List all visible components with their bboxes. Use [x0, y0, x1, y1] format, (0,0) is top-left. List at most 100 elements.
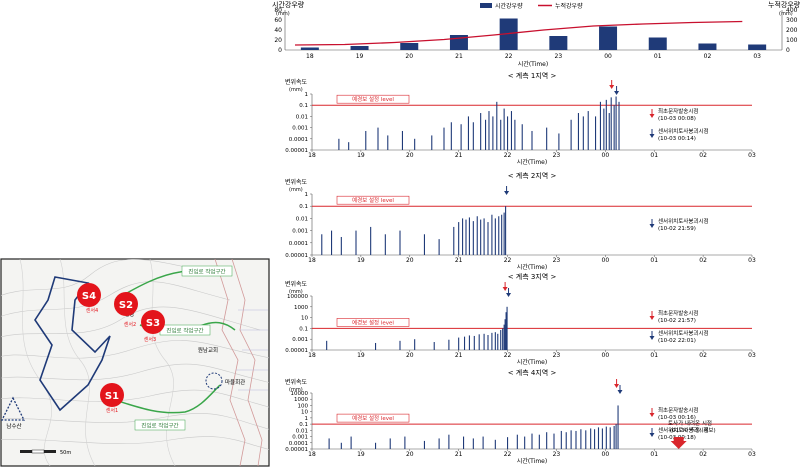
- svg-text:최초문자발송시점: 최초문자발송시점: [658, 309, 698, 317]
- panel-threshold-label: 예경보 설정 level: [336, 195, 410, 205]
- panel-x-tick: 23: [553, 152, 561, 159]
- panel-x-tick: 23: [553, 352, 561, 359]
- svg-text:센서위치토사붕괴시점: 센서위치토사붕괴시점: [658, 217, 709, 225]
- panel-y-tick: 0.00001: [285, 253, 308, 259]
- panel-xlabel: 시간(Time): [517, 358, 547, 366]
- panel-y-tick: 100: [298, 403, 309, 409]
- panel-xlabel: 시간(Time): [517, 158, 547, 166]
- map-place-church: 원남교회: [198, 346, 218, 354]
- displacement-panels: < 계측 1지역 >변위속도(mm)0.000010.00010.0010.01…: [285, 71, 756, 465]
- svg-text:최초문자발송시점: 최초문자발송시점: [658, 406, 698, 414]
- svg-text:센서위치토사붕괴시점: 센서위치토사붕괴시점: [658, 329, 709, 337]
- map-sensor-s2: S2 센서2: [114, 292, 138, 328]
- rain-right-tick: 200: [786, 27, 798, 34]
- panel-x-tick: 21: [455, 352, 463, 359]
- panel-spikes: [326, 306, 508, 350]
- svg-text:S4: S4: [82, 291, 96, 302]
- panel-x-tick: 00: [602, 352, 610, 359]
- panel-y-tick: 1000: [294, 397, 308, 403]
- panel-y-tick: 1: [305, 92, 309, 98]
- rain-left-ticks: 0 20 40 60 80: [274, 7, 282, 54]
- panel-y-tick: 0.1: [299, 422, 308, 428]
- rain-left-ylabel: 시간강우량: [272, 0, 305, 9]
- panel-y-tick: 0.0001: [289, 137, 308, 143]
- svg-text:(01:30 추정, 제보): (01:30 추정, 제보): [670, 426, 716, 434]
- panel-spikes: [338, 96, 620, 150]
- map-boundary: [34, 276, 111, 412]
- map-scale-bar: 50m: [20, 449, 71, 456]
- rain-x-tick: 00: [604, 53, 612, 60]
- rain-right-ylabel-unit: (mm): [779, 11, 793, 17]
- rain-x-tick: 03: [753, 53, 761, 60]
- panel-ylabel: 변위속도: [285, 78, 308, 86]
- svg-text:50m: 50m: [60, 450, 71, 456]
- panel-x-tick: 01: [650, 352, 658, 359]
- panel-ylabel: 변위속도: [285, 178, 308, 186]
- rain-x-tick: 02: [704, 53, 712, 60]
- panel-y-tick: 100000: [287, 294, 308, 300]
- svg-text:진입로 작업구간: 진입로 작업구간: [166, 327, 203, 335]
- panel-note-sensor: 센서위치토사붕괴시점(10-02 22:01): [649, 329, 709, 344]
- panel-alarm-arrow: [614, 379, 620, 388]
- panel-ylabel: 변위속도: [285, 280, 308, 288]
- svg-text:(10-02 21:59): (10-02 21:59): [658, 226, 696, 232]
- panel-sensor-arrow: [614, 86, 620, 95]
- rain-left-tick: 80: [274, 7, 282, 14]
- map-route-label-bottom: 진입로 작업구간: [134, 419, 186, 431]
- svg-text:(10-03 00:14): (10-03 00:14): [658, 136, 696, 142]
- rain-left-tick: 60: [274, 17, 282, 24]
- panel-y-tick: 0.1: [299, 326, 308, 332]
- panel-y-tick: 0.1: [299, 204, 308, 210]
- svg-text:예경보 설정 level: 예경보 설정 level: [352, 318, 394, 326]
- panel-x-tick: 02: [699, 352, 707, 359]
- map-place-peak: 남수산: [6, 422, 21, 430]
- panel-x-tick: 22: [504, 451, 512, 458]
- rain-legend-line-label: 누적강우량: [555, 2, 583, 10]
- svg-text:S2: S2: [119, 300, 133, 311]
- rain-left-tick: 0: [278, 47, 282, 54]
- panel-ylabel-unit: (mm): [289, 289, 303, 295]
- panel-x-tick: 03: [748, 451, 756, 458]
- panel-threshold-label: 예경보 설정 level: [336, 318, 410, 327]
- panel-x-tick: 23: [553, 257, 561, 264]
- rain-bar: [648, 37, 667, 50]
- panel-x-tick: 01: [650, 257, 658, 264]
- panel-y-tick: 0.01: [296, 216, 308, 222]
- panel-x-tick: 02: [699, 451, 707, 458]
- svg-text:센서1: 센서1: [106, 407, 118, 414]
- panel-x-tick: 02: [699, 257, 707, 264]
- map-sensor-s1: S1 센서1: [100, 383, 124, 414]
- panel-spikes: [321, 206, 507, 255]
- panel-y-tick: 10000: [291, 391, 309, 397]
- panel-y-tick: 1000: [294, 305, 308, 311]
- panel-x-tick: 03: [748, 152, 756, 159]
- svg-text:센서위치토사붕괴시점: 센서위치토사붕괴시점: [658, 127, 709, 135]
- rain-bar: [698, 43, 717, 50]
- svg-text:센서위치토사붕괴시점: 센서위치토사붕괴시점: [658, 426, 709, 434]
- panel-y-tick: 0.01: [296, 428, 308, 434]
- svg-text:예경보 설정 level: 예경보 설정 level: [352, 196, 394, 204]
- rain-left-ylabel-unit: (mm): [276, 11, 290, 17]
- panel-note-alarm: 최초문자발송시점(10-03 00:08): [649, 107, 698, 122]
- panel-y-tick: 0.01: [296, 114, 308, 120]
- panel-x-tick: 00: [602, 257, 610, 264]
- panel-xlabel: 시간(Time): [517, 263, 547, 271]
- panel-y-tick: 0.1: [299, 103, 308, 109]
- rain-bar: [599, 26, 618, 50]
- rain-chart: 시간강우량 (mm) 누적강우량 (mm) 시간강우량 누적강우량 0 20 4…: [272, 0, 800, 68]
- rain-xlabel: 시간(Time): [518, 60, 548, 68]
- rain-bar: [350, 46, 369, 50]
- rain-cumulative-line: [294, 20, 743, 46]
- panel-note-alarm: 최초문자발송시점(10-02 21:57): [649, 309, 698, 324]
- map-route-bottom: [114, 384, 221, 414]
- rain-x-tick: 19: [356, 53, 364, 60]
- map-sensor-s4: S4 센서4: [77, 283, 101, 314]
- rain-legend-bar-swatch: [480, 3, 492, 8]
- panel-x-tick: 20: [406, 352, 414, 359]
- panel-x-tick: 19: [357, 152, 365, 159]
- panel-x-tick: 18: [308, 257, 316, 264]
- panel-threshold-label: 예경보 설정 level: [336, 94, 410, 104]
- rain-legend-bar-label: 시간강우량: [495, 2, 523, 10]
- svg-text:센서4: 센서4: [86, 307, 98, 314]
- map-hall-marker: [205, 372, 223, 390]
